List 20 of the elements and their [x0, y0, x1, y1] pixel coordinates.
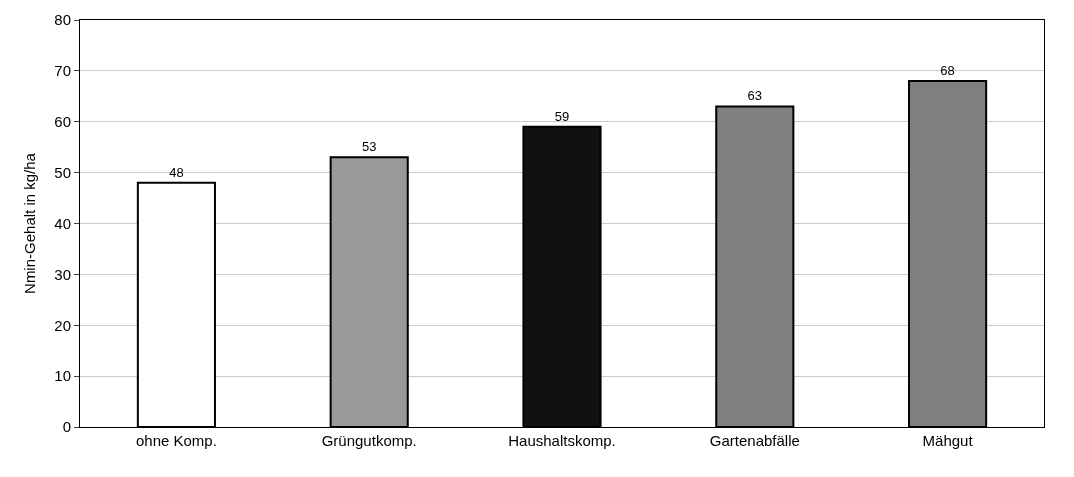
x-tick-label: Gartenabfälle	[709, 432, 800, 449]
y-tick-label: 30	[54, 265, 71, 283]
y-tick-label: 60	[54, 113, 71, 130]
y-axis-title: Nmin-Gehalt in kg/ha	[20, 152, 38, 294]
y-tick-label: 40	[54, 214, 71, 232]
data-label: 59	[554, 108, 570, 124]
data-label: 68	[940, 63, 955, 79]
y-tick-label: 10	[54, 367, 71, 385]
x-tick-label: Grüngutkomp.	[321, 432, 417, 449]
y-tick-label: 50	[54, 163, 71, 181]
data-label: 53	[361, 139, 377, 155]
y-tick-label: 0	[62, 418, 71, 436]
y-tick-label: 20	[54, 316, 71, 334]
data-label: 48	[169, 164, 184, 180]
y-tick-label: 70	[54, 62, 71, 80]
x-tick-label: Haushaltskomp.	[508, 432, 616, 449]
x-tick-label: ohne Komp.	[135, 432, 217, 449]
x-tick-label: Mähgut	[922, 432, 974, 449]
y-tick-label: 80	[54, 11, 71, 29]
data-label: 63	[747, 88, 763, 104]
